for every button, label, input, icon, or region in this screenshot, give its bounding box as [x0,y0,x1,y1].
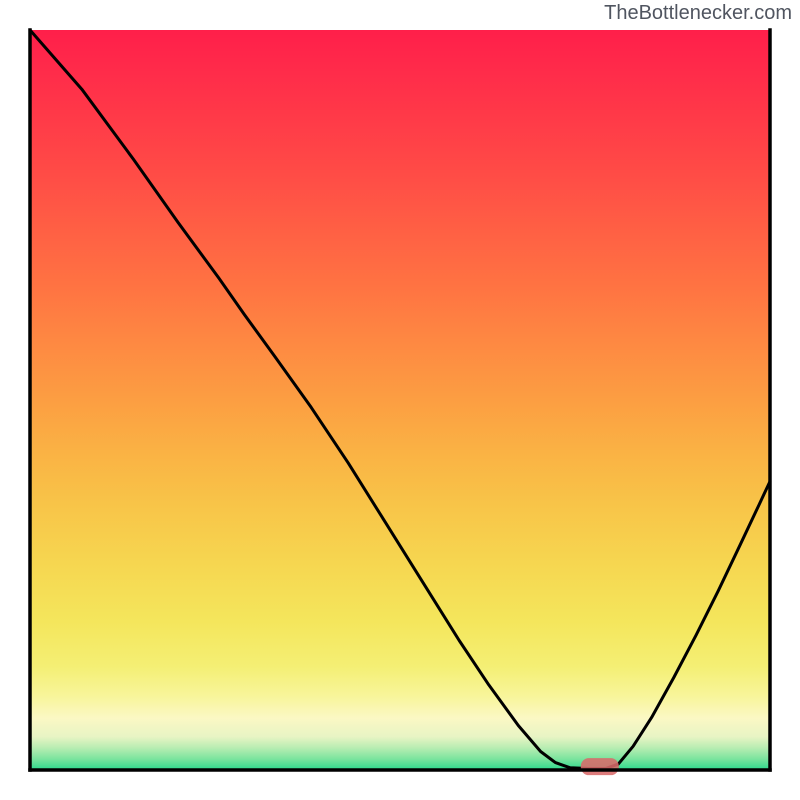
chart-container: TheBottlenecker.com [0,0,800,800]
chart-svg [0,0,800,800]
optimal-point-marker [581,758,619,775]
watermark-text: TheBottlenecker.com [604,2,792,25]
plot-background [30,30,770,770]
